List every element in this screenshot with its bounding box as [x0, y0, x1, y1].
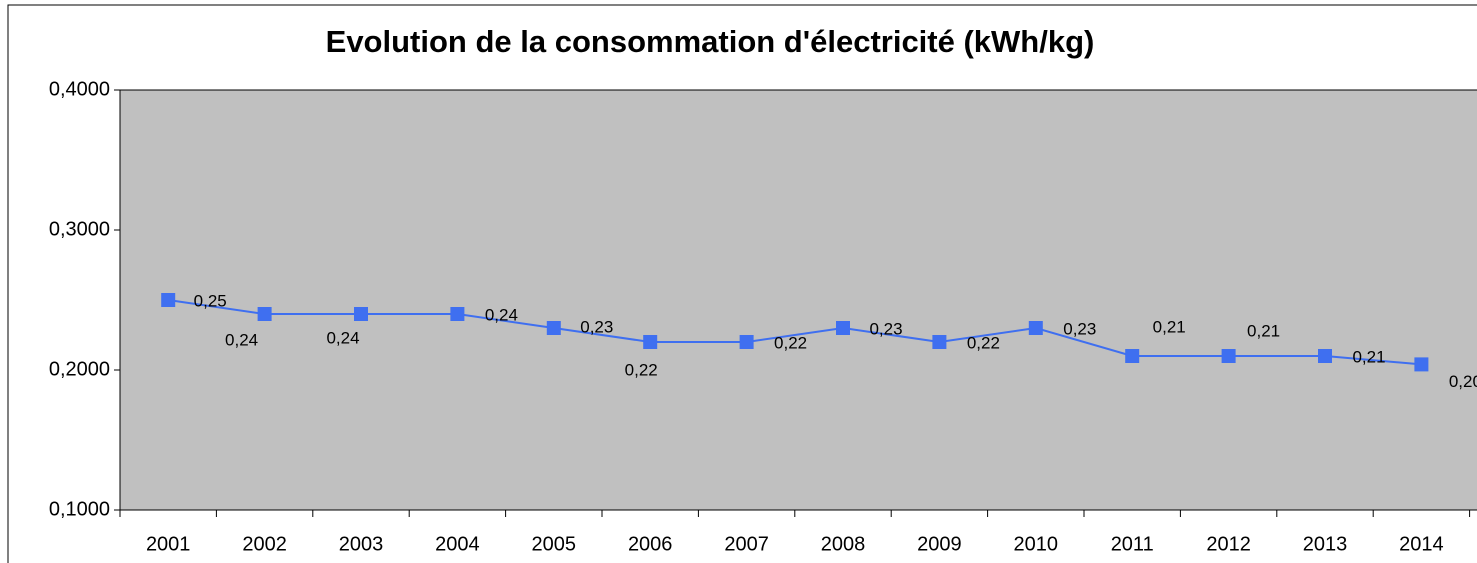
data-label: 0,21	[1352, 347, 1385, 366]
x-tick-label: 2004	[435, 533, 480, 555]
plot-area	[119, 89, 1477, 511]
y-tick-label: 0,4000	[49, 78, 110, 100]
chart-title: Evolution de la consommation d'électrici…	[326, 24, 1095, 59]
data-label: 0,25	[194, 291, 227, 310]
marker	[1028, 321, 1043, 335]
x-tick-label: 2014	[1399, 533, 1444, 555]
x-tick-label: 2007	[724, 533, 769, 555]
marker	[161, 293, 176, 307]
y-tick-label: 0,1000	[49, 498, 110, 520]
x-tick-label: 2010	[1014, 533, 1059, 555]
x-tick-label: 2011	[1111, 533, 1154, 555]
marker	[354, 307, 368, 321]
x-tick-label: 2006	[628, 533, 673, 555]
x-tick-label: 2003	[339, 533, 384, 555]
data-label: 0,24	[225, 330, 258, 349]
marker	[739, 335, 754, 349]
x-tick-label: 2005	[532, 533, 577, 555]
marker	[1414, 357, 1429, 372]
data-label: 0,20	[1449, 372, 1477, 391]
data-label: 0,23	[1063, 319, 1096, 338]
data-label: 0,21	[1153, 317, 1186, 336]
data-label: 0,22	[967, 333, 1000, 352]
x-tick-label: 2009	[917, 533, 962, 555]
data-label: 0,23	[580, 317, 613, 336]
y-tick-label: 0,2000	[49, 358, 110, 380]
marker	[1318, 349, 1332, 363]
marker	[643, 335, 658, 349]
x-tick-label: 2001	[146, 533, 191, 555]
marker	[836, 321, 850, 335]
marker	[1221, 349, 1236, 363]
x-tick-label: 2002	[242, 533, 287, 555]
data-label: 0,24	[326, 328, 359, 347]
x-tick-label: 2013	[1303, 533, 1348, 555]
y-tick-label: 0,3000	[49, 218, 110, 240]
data-label: 0,21	[1247, 321, 1280, 340]
marker	[1125, 349, 1140, 363]
marker	[257, 307, 272, 321]
line	[168, 299, 1422, 366]
data-label: 0,23	[869, 319, 902, 338]
x-tick-label: 2008	[821, 533, 866, 555]
marker	[932, 335, 947, 349]
marker	[450, 307, 465, 321]
x-tick-label: 2012	[1206, 533, 1251, 555]
marker	[546, 321, 561, 335]
data-label: 0,24	[485, 305, 518, 324]
data-label: 0,22	[774, 333, 807, 352]
data-label: 0,22	[625, 360, 658, 379]
